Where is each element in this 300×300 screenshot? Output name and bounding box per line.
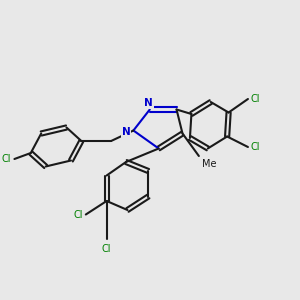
Text: Cl: Cl <box>251 94 260 104</box>
Text: Cl: Cl <box>102 244 111 254</box>
Text: Cl: Cl <box>73 209 83 220</box>
Text: Cl: Cl <box>251 142 260 152</box>
Text: Me: Me <box>202 159 216 169</box>
Text: N: N <box>144 98 153 108</box>
Text: Cl: Cl <box>2 154 11 164</box>
Text: N: N <box>122 127 130 137</box>
